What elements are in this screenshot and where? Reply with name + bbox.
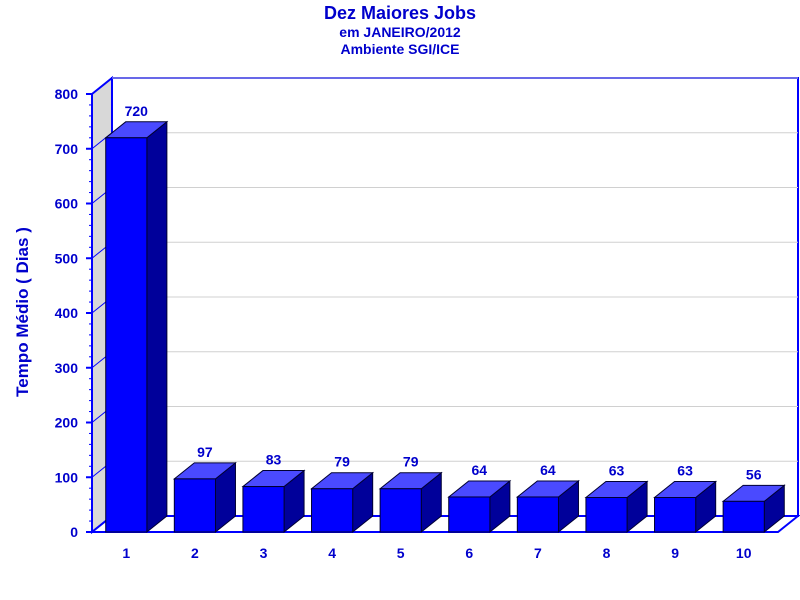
x-tick-label: 8 [603, 545, 611, 561]
y-tick-label: 300 [55, 360, 79, 376]
y-axis-label: Tempo Médio ( Dias ) [13, 227, 32, 397]
bar [242, 486, 285, 533]
bar [105, 137, 148, 533]
data-label: 83 [266, 452, 282, 468]
x-tick-label: 6 [465, 545, 473, 561]
x-tick-label: 9 [671, 545, 679, 561]
bar [173, 478, 216, 533]
x-tick-label: 5 [397, 545, 405, 561]
y-tick-label: 100 [55, 469, 79, 485]
bar [516, 496, 559, 533]
data-label: 79 [334, 454, 350, 470]
bar [379, 488, 422, 533]
data-label: 64 [540, 462, 556, 478]
data-label: 64 [472, 462, 488, 478]
y-tick-label: 400 [55, 305, 79, 321]
data-label: 56 [746, 466, 762, 482]
chart-title: Dez Maiores Jobs [324, 3, 476, 23]
y-tick-label: 800 [55, 86, 79, 102]
bar [311, 488, 354, 533]
wall-tick-line [91, 77, 113, 95]
y-tick-label: 600 [55, 196, 79, 212]
data-label: 720 [125, 103, 149, 119]
y-tick-label: 200 [55, 415, 79, 431]
data-label: 79 [403, 454, 419, 470]
chart-subtitle-environment: Ambiente SGI/ICE [340, 41, 459, 57]
bar [448, 496, 491, 533]
plot-area: 0100200300400500600700800720197283379479… [55, 75, 800, 561]
x-tick-label: 2 [191, 545, 199, 561]
bar-side [146, 120, 168, 534]
y-tick-label: 700 [55, 141, 79, 157]
x-tick-label: 1 [122, 545, 130, 561]
x-tick-label: 7 [534, 545, 542, 561]
data-label: 63 [609, 463, 625, 479]
bar [585, 497, 628, 533]
y-tick-label: 0 [70, 524, 78, 540]
chart-subtitle: em JANEIRO/2012 [339, 24, 461, 40]
x-tick-label: 10 [736, 545, 752, 561]
data-label: 63 [677, 463, 693, 479]
y-tick-label: 500 [55, 250, 79, 266]
x-tick-label: 4 [328, 545, 336, 561]
bar [654, 497, 697, 533]
data-label: 97 [197, 444, 213, 460]
bar [722, 500, 765, 533]
x-tick-label: 3 [260, 545, 268, 561]
